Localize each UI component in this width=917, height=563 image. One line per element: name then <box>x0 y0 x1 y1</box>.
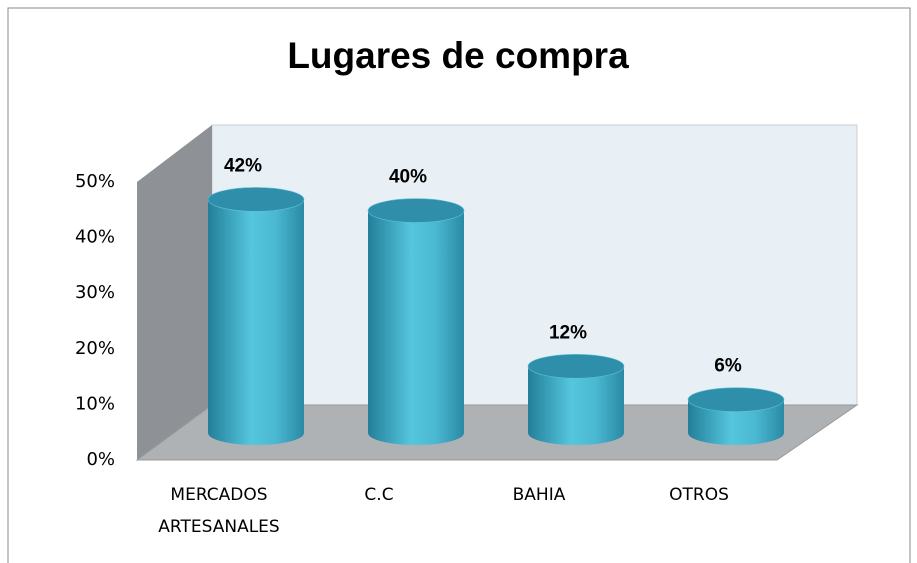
y-tick-label: 50% <box>75 171 115 192</box>
x-tick-label: MERCADOS ARTESANALES <box>158 485 280 537</box>
y-tick-label: 0% <box>86 449 115 470</box>
value-label: 12% <box>549 322 587 343</box>
y-tick-label: 20% <box>75 338 115 359</box>
value-label: 40% <box>389 167 427 188</box>
x-tick-label: C.C <box>364 485 394 505</box>
y-tick-label: 10% <box>75 393 115 414</box>
x-tick-label: BAHIA <box>512 485 566 505</box>
x-tick-label: OTROS <box>669 485 729 505</box>
cylinder-top <box>527 353 625 379</box>
value-label: 6% <box>714 356 742 377</box>
value-label: 42% <box>224 155 262 176</box>
cylinder <box>528 366 624 445</box>
cylinder-top <box>207 187 305 212</box>
y-tick-label: 30% <box>75 282 115 303</box>
cylinder-top <box>367 198 465 223</box>
chart-title: Lugares de compra <box>287 35 629 76</box>
cylinder <box>208 199 304 445</box>
cylinder <box>688 399 784 445</box>
cylinder <box>368 210 464 445</box>
frame <box>7 7 911 563</box>
side-wall <box>137 125 212 460</box>
cylinder-top <box>687 387 785 412</box>
floor <box>135 404 859 461</box>
y-tick-label: 40% <box>75 227 115 248</box>
